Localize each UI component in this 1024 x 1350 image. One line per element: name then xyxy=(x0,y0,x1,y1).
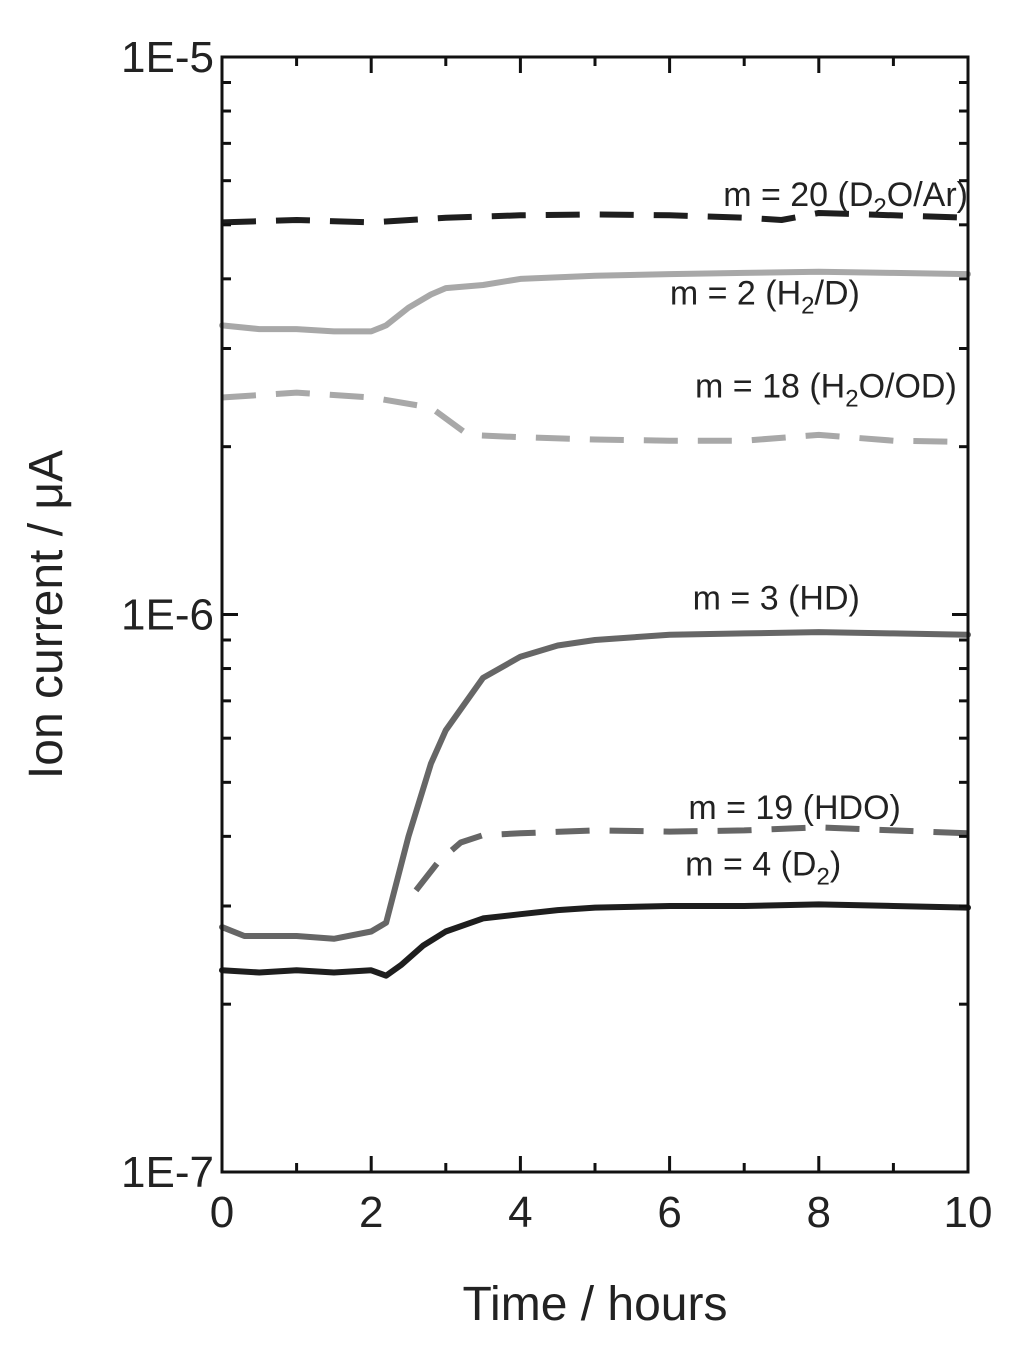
series-label: m = 20 (D2O/Ar) xyxy=(723,176,968,221)
series-label: m = 18 (H2O/OD) xyxy=(695,368,957,413)
series-line xyxy=(221,389,969,445)
x-tick-label: 6 xyxy=(657,1188,681,1237)
series-label: m = 3 (HD) xyxy=(693,580,860,618)
label-layer: m = 20 (D2O/Ar) m = 2 (H2/D) m = 18 (H2O/O… xyxy=(670,176,968,891)
series-label: m = 2 (H2/D) xyxy=(670,274,860,319)
x-tick-label: 0 xyxy=(210,1188,234,1237)
x-tick-label: 4 xyxy=(508,1188,532,1237)
series-line xyxy=(219,268,971,335)
y-tick-label: 1E-5 xyxy=(121,33,214,82)
x-tick-label: 2 xyxy=(359,1188,383,1237)
tick-layer: 0 2 4 6 8 10 1E-7 1E-6 1E-5 xyxy=(121,33,992,1237)
y-tick-label: 1E-7 xyxy=(121,1148,214,1197)
series-line xyxy=(219,901,971,979)
x-tick-label: 10 xyxy=(944,1188,993,1237)
series-line xyxy=(413,824,969,893)
y-axis-title: Ion current / μA xyxy=(20,450,73,779)
series-label: m = 19 (HDO) xyxy=(688,789,901,827)
x-tick-label: 8 xyxy=(807,1188,831,1237)
x-axis-title: Time / hours xyxy=(463,1278,728,1331)
series-line xyxy=(219,629,971,942)
series-layer xyxy=(219,210,971,979)
y-tick-label: 1E-6 xyxy=(121,591,214,640)
series-label: m = 4 (D2) xyxy=(685,846,841,891)
series-line xyxy=(221,210,969,226)
